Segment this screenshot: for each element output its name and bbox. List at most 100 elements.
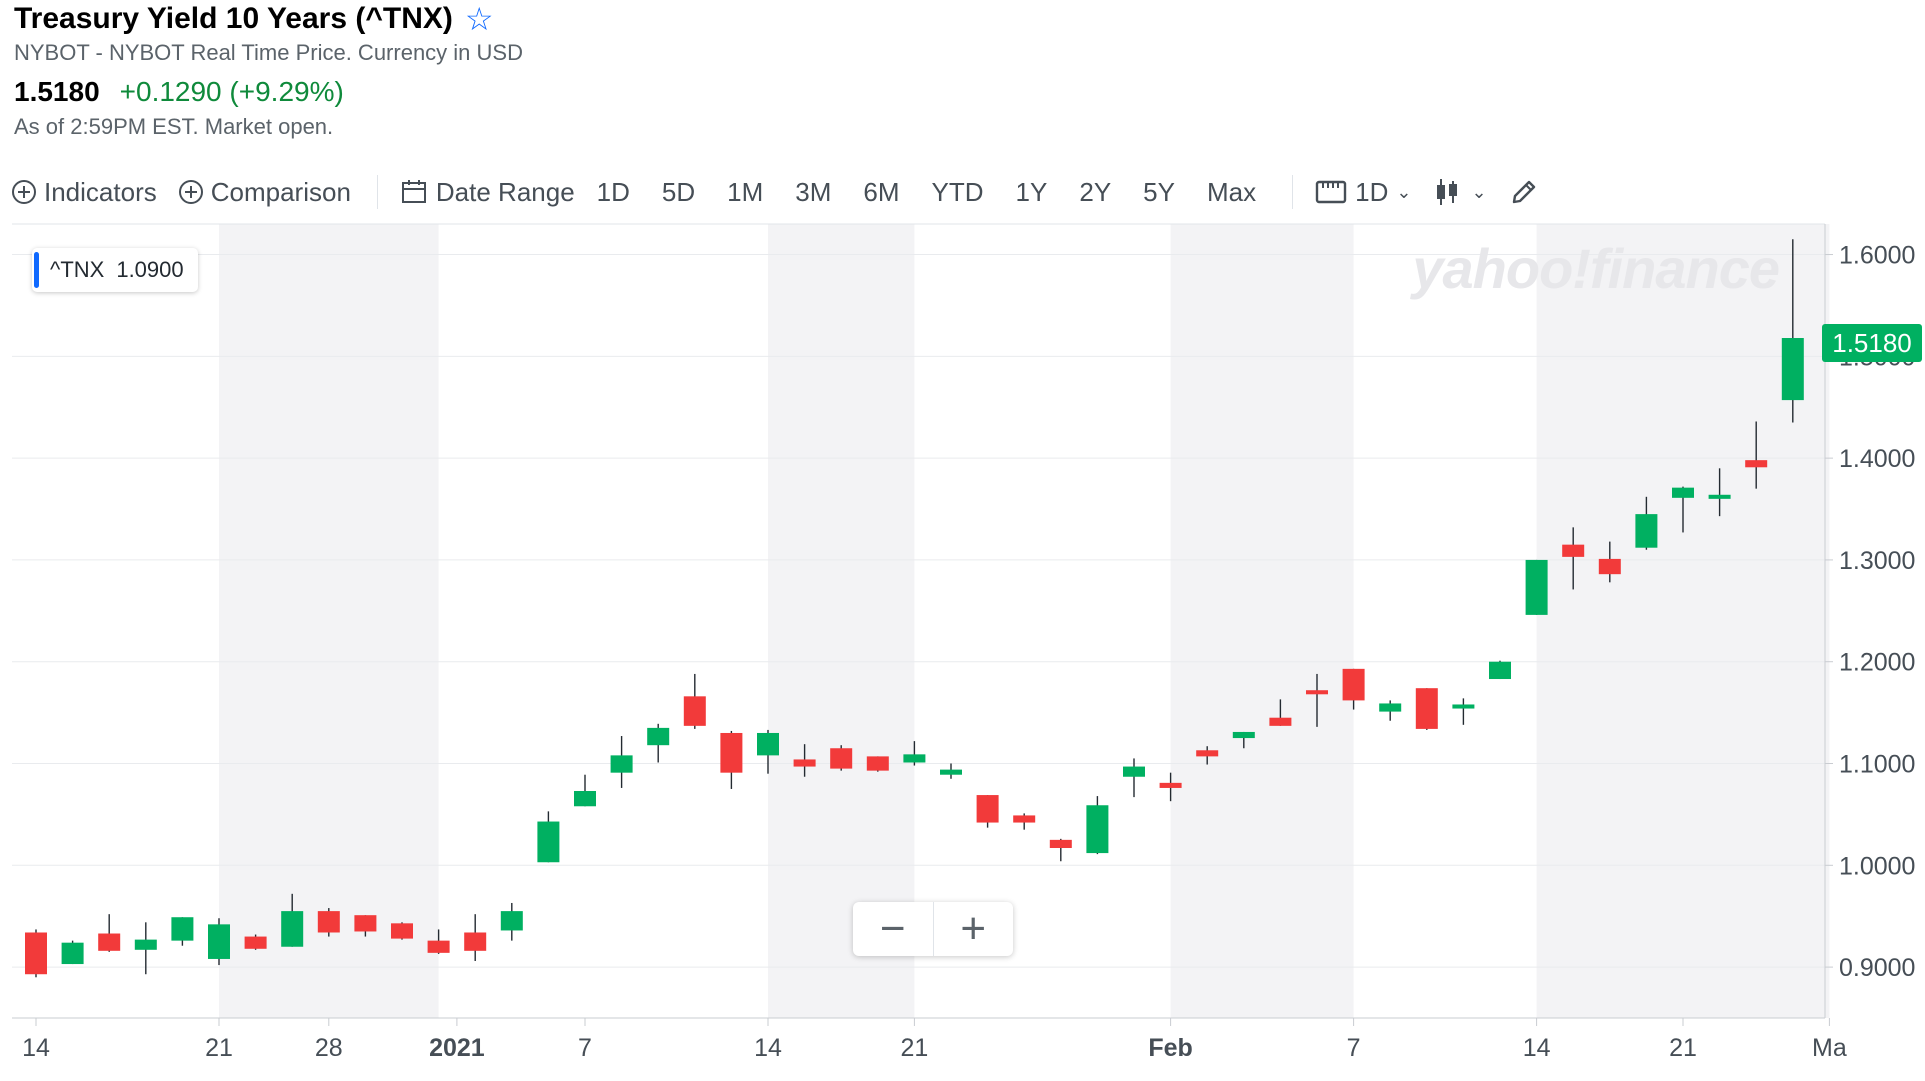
draw-tool-button[interactable] (1509, 177, 1539, 207)
candle-body (1269, 717, 1292, 726)
chart-type-dropdown[interactable]: ⌄ (1433, 177, 1487, 207)
range-5y[interactable]: 5Y (1143, 176, 1175, 207)
candle-body (903, 754, 926, 763)
candle-body (1232, 731, 1255, 739)
candle-body (1708, 494, 1731, 499)
candle-body (427, 940, 450, 953)
y-tick-label: 1.0000 (1839, 852, 1915, 880)
range-ytd[interactable]: YTD (931, 176, 984, 207)
candle-body (1159, 782, 1182, 788)
toolbar-divider (376, 175, 378, 209)
candle-body (1415, 688, 1438, 729)
y-tick-label: 1.6000 (1839, 242, 1915, 270)
candle-body (1342, 668, 1365, 701)
legend-symbol: ^TNX (50, 257, 105, 282)
series-legend[interactable]: ^TNX 1.0900 (32, 248, 198, 292)
x-tick-label: 14 (1523, 1034, 1551, 1062)
range-2y[interactable]: 2Y (1079, 176, 1112, 207)
y-tick-label: 1.1000 (1839, 751, 1915, 779)
quote-title-row: Treasury Yield 10 Years (^TNX) ☆ (14, 2, 494, 36)
candle-body (1379, 703, 1402, 712)
chart-toolbar: Indicators Comparison Date Range 1D 5D 1… (12, 172, 1561, 212)
candle-body (1781, 338, 1804, 401)
range-1d[interactable]: 1D (596, 176, 630, 207)
shaded-band (1170, 224, 1354, 1018)
candle-body (866, 756, 889, 771)
y-tick-label: 1.3000 (1839, 547, 1915, 575)
shaded-band (219, 224, 439, 1018)
chevron-down-icon: ⌄ (1396, 181, 1412, 202)
y-tick-label: 1.2000 (1839, 649, 1915, 677)
interval-dropdown[interactable]: 1D ⌄ (1315, 177, 1411, 208)
shaded-band (768, 224, 915, 1018)
range-5d[interactable]: 5D (661, 176, 696, 207)
zoom-in-button[interactable]: + (960, 904, 987, 953)
y-tick-label: 1.4000 (1839, 445, 1915, 473)
x-tick-label: 7 (1347, 1034, 1361, 1062)
candle-body (500, 911, 523, 931)
candle-body (244, 936, 267, 949)
candle-body (1525, 559, 1548, 615)
candle-body (574, 790, 596, 807)
x-tick-label: Feb (1148, 1034, 1192, 1062)
last-price-tag: 1.5180 (1822, 324, 1922, 362)
toolbar-divider (1292, 175, 1294, 209)
market-status: As of 2:59PM EST. Market open. (14, 114, 334, 139)
range-1y[interactable]: 1Y (1015, 176, 1048, 207)
candle-body (1013, 815, 1036, 823)
interval-icon (1315, 180, 1347, 204)
range-3m[interactable]: 3M (795, 176, 832, 207)
exchange-info: NYBOT - NYBOT Real Time Price. Currency … (14, 40, 523, 65)
candle-body (793, 759, 816, 767)
candle-body (1489, 661, 1511, 680)
yahoo-finance-watermark: yahoo!finance (1412, 237, 1780, 300)
x-tick-label: 28 (315, 1034, 343, 1062)
candle-body (134, 939, 157, 950)
comparison-button[interactable]: Comparison (178, 176, 351, 208)
candle-body (1598, 558, 1621, 575)
candle-body (940, 769, 962, 775)
candle-body (1306, 690, 1328, 695)
calendar-icon (401, 180, 426, 203)
x-tick-label: 2021 (429, 1034, 485, 1062)
candle-body (281, 911, 304, 947)
candle-body (1745, 460, 1768, 468)
current-price: 1.5180 (14, 76, 100, 107)
price-change: +0.1290 (+9.29%) (119, 76, 344, 107)
interval-label: 1D (1355, 176, 1389, 207)
candle-body (1635, 514, 1658, 548)
candle-body (354, 915, 377, 932)
x-tick-label: 14 (22, 1034, 50, 1062)
indicators-label: Indicators (44, 176, 157, 207)
date-range-button[interactable]: Date Range (400, 177, 575, 208)
quote-row: 1.5180 +0.1290 (+9.29%) (14, 76, 344, 108)
candle-body (757, 732, 779, 756)
candle-body (25, 932, 47, 975)
comparison-label: Comparison (210, 176, 351, 207)
candle-body (208, 924, 230, 959)
star-icon[interactable]: ☆ (464, 1, 494, 37)
candle-body (391, 923, 413, 939)
range-max[interactable]: Max (1206, 176, 1257, 207)
candle-body (683, 696, 706, 726)
candlestick-icon (1437, 179, 1458, 205)
range-1m[interactable]: 1M (727, 176, 764, 207)
candle-body (1123, 766, 1145, 777)
pencil-icon (1512, 180, 1535, 204)
candle-body (464, 932, 487, 951)
candle-body (1086, 805, 1109, 854)
indicators-button[interactable]: Indicators (12, 177, 157, 208)
candle-body (610, 755, 633, 773)
candle-body (647, 727, 670, 746)
date-range-label: Date Range (435, 176, 575, 207)
candle-body (98, 933, 121, 951)
candle-body (830, 748, 853, 769)
range-6m[interactable]: 6M (863, 176, 900, 207)
candle-body (976, 795, 999, 823)
page-title: Treasury Yield 10 Years (^TNX) (14, 2, 453, 35)
x-tick-label: 21 (205, 1034, 233, 1062)
zoom-out-button[interactable]: − (853, 902, 934, 956)
x-tick-label: 21 (1669, 1034, 1697, 1062)
candle-body (61, 942, 84, 965)
